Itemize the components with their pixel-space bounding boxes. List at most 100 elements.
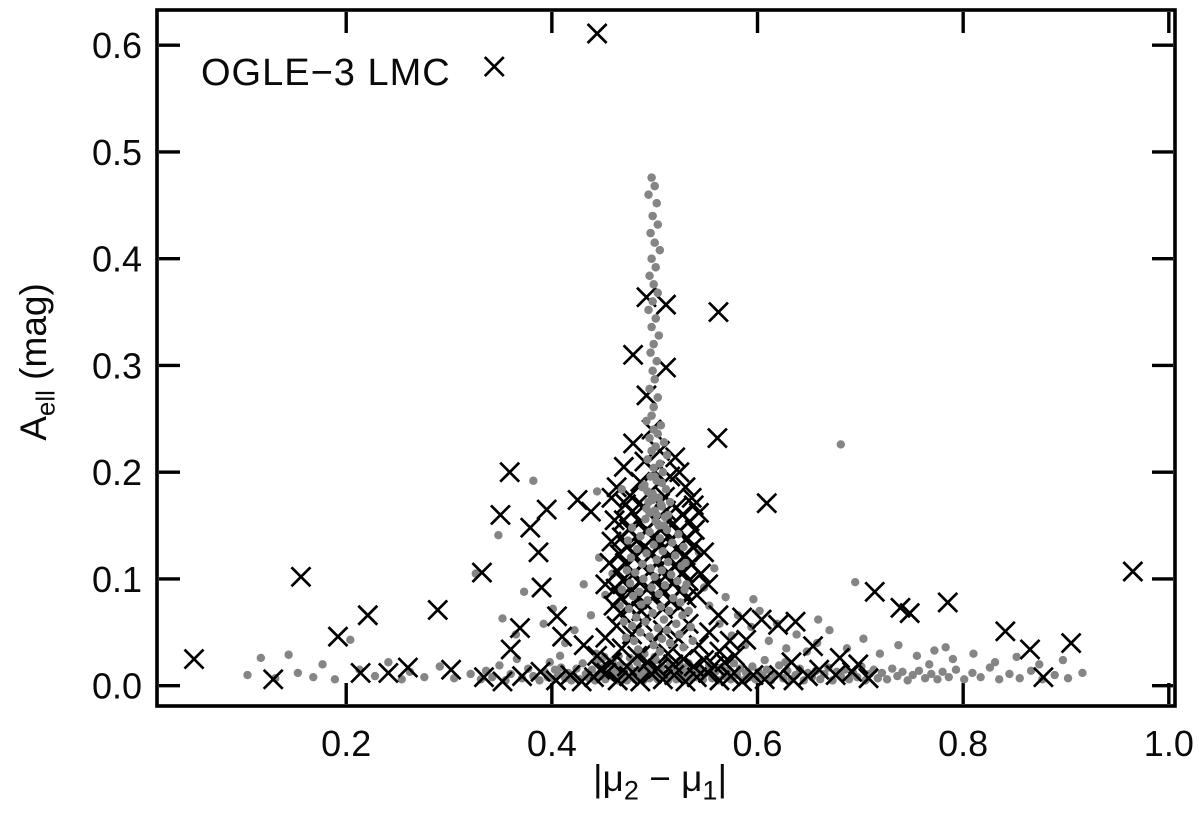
black-cross-marker xyxy=(511,665,533,687)
gray-dot-marker xyxy=(673,576,682,586)
gray-dot-marker xyxy=(645,271,654,281)
black-cross-marker xyxy=(751,609,773,630)
black-cross-marker xyxy=(697,573,719,595)
gray-dot-marker xyxy=(877,668,887,678)
gray-dot-marker xyxy=(666,570,676,579)
gray-dot-marker xyxy=(660,512,670,522)
black-cross-marker xyxy=(994,620,1016,642)
black-cross-marker xyxy=(686,666,708,688)
y-tick-label: 0.0 xyxy=(92,666,142,707)
gray-dot-marker xyxy=(656,500,666,509)
gray-dot-marker xyxy=(1012,652,1021,662)
black-cross-marker xyxy=(697,662,719,684)
black-cross-marker xyxy=(611,637,633,659)
gray-dot-marker xyxy=(435,662,444,671)
gray-dot-marker xyxy=(636,628,645,637)
gray-dot-marker xyxy=(653,393,662,402)
gray-dot-marker xyxy=(644,190,653,199)
gray-dot-marker xyxy=(729,659,739,668)
gray-dot-marker xyxy=(733,611,743,620)
gray-dot-marker xyxy=(346,635,355,645)
gray-dot-marker xyxy=(637,600,646,609)
black-cross-marker xyxy=(657,643,679,665)
black-cross-marker xyxy=(622,344,644,366)
black-cross-marker xyxy=(742,664,764,686)
gray-dot-marker xyxy=(960,675,969,684)
gray-dot-marker xyxy=(748,662,757,671)
gray-dot-marker xyxy=(293,668,303,678)
gray-dot-marker xyxy=(662,525,672,535)
gray-dot-marker xyxy=(650,572,659,582)
gray-dot-marker xyxy=(649,540,658,550)
gray-dot-marker xyxy=(648,297,657,306)
x-tick-label: 0.4 xyxy=(527,723,577,764)
black-cross-marker xyxy=(785,611,807,633)
black-cross-marker xyxy=(720,665,742,687)
black-cross-marker xyxy=(626,645,648,667)
gray-dot-marker xyxy=(646,348,655,357)
gray-dot-marker xyxy=(894,640,903,650)
gray-dot-marker xyxy=(933,675,942,684)
gray-dot-marker xyxy=(665,497,675,507)
black-cross-marker xyxy=(595,662,617,684)
y-tick-label: 0.3 xyxy=(92,345,142,386)
black-cross-marker xyxy=(536,499,558,521)
gray-dot-marker xyxy=(920,674,930,683)
x-axis-label-p2: − μ xyxy=(638,758,703,799)
gray-dot-marker xyxy=(535,676,544,685)
gray-dot-marker xyxy=(617,585,626,594)
black-cross-marker xyxy=(546,605,568,627)
black-cross-marker xyxy=(528,541,549,563)
plot-frame xyxy=(155,8,1177,708)
gray-dot-marker xyxy=(774,661,784,670)
gray-dot-marker xyxy=(914,666,924,675)
gray-dot-marker xyxy=(654,521,664,530)
gray-dot-marker xyxy=(658,547,668,556)
gray-dot-marker xyxy=(851,577,860,587)
gray-dot-marker xyxy=(642,416,651,426)
gray-dot-marker xyxy=(636,532,645,541)
gray-dot-marker xyxy=(944,672,953,682)
gray-dot-marker xyxy=(644,305,653,315)
gray-dot-marker xyxy=(671,551,680,560)
gray-dot-marker xyxy=(650,375,659,384)
gray-dot-marker xyxy=(592,487,602,496)
gray-dot-marker xyxy=(624,604,634,614)
black-cross-marker xyxy=(797,665,819,687)
gray-dot-marker xyxy=(647,322,656,332)
gray-dot-marker xyxy=(629,636,639,646)
gray-dot-marker xyxy=(656,421,666,430)
black-cross-marker xyxy=(580,501,602,523)
black-cross-marker xyxy=(586,23,608,44)
gray-dot-marker xyxy=(617,485,626,494)
gray-dot-marker xyxy=(405,667,415,677)
black-cross-marker xyxy=(601,487,622,509)
gray-dot-marker xyxy=(628,591,638,601)
y-axis-label-main: A xyxy=(13,416,54,441)
gray-dot-marker xyxy=(668,593,678,603)
gray-dot-marker xyxy=(631,613,641,622)
gray-dot-marker xyxy=(647,583,656,592)
gray-dot-marker xyxy=(656,602,666,611)
black-cross-marker xyxy=(637,651,658,673)
gray-dot-marker xyxy=(675,630,684,639)
black-cross-marker xyxy=(262,668,284,690)
gray-dot-marker xyxy=(1015,674,1024,683)
gray-dot-marker xyxy=(710,564,719,573)
gray-dot-marker xyxy=(898,667,907,677)
y-tick-label: 0.4 xyxy=(92,239,142,280)
black-cross-marker xyxy=(681,487,703,509)
gray-dot-marker xyxy=(625,579,635,588)
gray-dot-marker xyxy=(1050,670,1059,680)
gray-dot-marker xyxy=(653,220,662,229)
black-cross-marker xyxy=(573,634,595,656)
black-cross-marker xyxy=(706,427,728,449)
x-axis-label-p1: |μ xyxy=(592,758,624,799)
gray-dot-marker xyxy=(645,527,654,537)
x-axis-label-sub2: 2 xyxy=(623,775,639,806)
black-cross-marker xyxy=(709,669,730,691)
gray-dot-marker xyxy=(655,647,665,656)
black-cross-marker xyxy=(731,606,753,628)
x-tick-label: 0.2 xyxy=(321,723,371,764)
